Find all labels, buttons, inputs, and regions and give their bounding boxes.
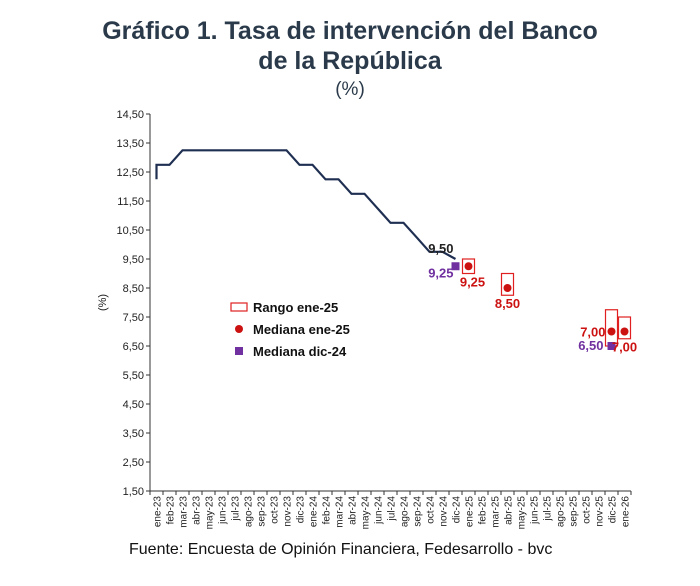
x-tick-label: oct-24 (426, 496, 437, 524)
x-tick-label: oct-25 (582, 496, 593, 524)
y-tick-label: 11,50 (117, 196, 144, 208)
x-tick-label: ene-23 (153, 496, 164, 528)
y-tick-label: 4,50 (123, 399, 144, 411)
y-tick-label: 13,50 (116, 138, 144, 150)
y-tick-label: 2,50 (123, 457, 144, 469)
legend-label: Mediana dic-24 (253, 344, 347, 359)
median-dec-point (607, 342, 616, 350)
axes: 1,50 2,50 3,50 4,50 5,50 6,50 7,50 8,50 9,50 10,5… (97, 109, 632, 529)
legend-label: Rango ene-25 (253, 300, 338, 315)
policy-rate-line (155, 149, 457, 260)
chart-subtitle: (%) (335, 79, 365, 100)
median-dec-point (451, 262, 460, 271)
x-tick-label: jun-23 (218, 496, 229, 525)
legend: Rango ene-25 Mediana ene-25 Mediana dic-24 (230, 300, 350, 359)
policy-rate-chart: 1,50 2,50 3,50 4,50 5,50 6,50 7,50 8,50 9,50 10,5… (97, 109, 637, 529)
y-axis-label: (%) (97, 294, 109, 311)
x-tick-label: sep-23 (257, 496, 268, 527)
data-label: 7,00 (612, 340, 637, 355)
x-tick-label: ene-24 (309, 496, 320, 528)
x-tick-label: dic-24 (452, 496, 463, 524)
x-tick-label: jul-25 (543, 496, 554, 522)
range-box (461, 258, 476, 275)
x-tick-label: jun-24 (374, 496, 385, 525)
x-tick-label: dic-25 (608, 496, 619, 524)
x-tick-label: sep-25 (569, 496, 580, 527)
x-tick-label: abr-25 (504, 496, 515, 525)
legend-label: Mediana ene-25 (253, 322, 350, 337)
x-tick-label: may-25 (517, 496, 528, 530)
x-tick-label: nov-25 (595, 496, 606, 527)
x-tick-label: abr-23 (192, 496, 203, 525)
x-tick-label: ene-25 (465, 496, 476, 528)
x-tick-label: jun-25 (530, 496, 541, 525)
y-tick-label: 14,50 (116, 109, 144, 121)
data-label: 9,25 (460, 274, 485, 289)
median-jan-point (464, 262, 473, 271)
data-label: 7,00 (580, 325, 605, 340)
x-tick-label: mar-23 (179, 496, 190, 528)
x-tick-label: jul-23 (231, 496, 242, 522)
chart-title-line-2: de la República (258, 47, 442, 75)
y-tick-label: 12,50 (116, 167, 144, 179)
y-tick-label: 6,50 (123, 341, 144, 353)
x-tick-label: abr-24 (348, 496, 359, 525)
x-tick-label: nov-23 (283, 496, 294, 527)
chart-marks: 9,509,259,258,507,006,50 7,00 (155, 149, 637, 355)
legend-square-marker (235, 347, 243, 355)
y-tick-label: 5,50 (123, 370, 144, 382)
median-jan-point (620, 327, 629, 336)
x-tick-label: feb-25 (478, 496, 489, 525)
x-tick-label: oct-23 (270, 496, 281, 524)
x-tick-label: may-23 (205, 496, 216, 530)
median-jan-point (503, 284, 512, 292)
legend-range-marker (230, 302, 248, 312)
x-tick-label: jul-24 (387, 496, 398, 522)
x-tick-label: ago-23 (244, 496, 255, 528)
x-tick-label: nov-24 (439, 496, 450, 527)
x-tick-label: ene-26 (621, 496, 632, 528)
x-tick-label: may-24 (361, 496, 372, 530)
x-tick-label: ago-25 (556, 496, 567, 528)
data-label: 6,50 (578, 338, 603, 353)
chart-title-line-1: Gráfico 1. Tasa de intervención del Banc… (102, 17, 598, 45)
data-label: 9,50 (428, 241, 453, 256)
data-label: 9,25 (428, 265, 453, 280)
x-tick-label: feb-23 (166, 496, 177, 525)
legend-circle-marker (235, 325, 243, 333)
x-tick-label: mar-24 (335, 496, 346, 528)
y-tick-label: 9,50 (123, 254, 144, 266)
y-tick-label: 8,50 (123, 283, 144, 295)
data-label: 8,50 (495, 296, 520, 311)
y-tick-label: 7,50 (123, 312, 144, 324)
source-note: Fuente: Encuesta de Opinión Financiera, … (129, 541, 553, 558)
y-tick-label: 3,50 (123, 428, 144, 440)
x-tick-label: feb-24 (322, 496, 333, 525)
range-box (500, 272, 515, 296)
x-tick-label: ago-24 (400, 496, 411, 528)
x-tick-label: mar-25 (491, 496, 502, 528)
y-tick-label: 1,50 (123, 486, 144, 498)
median-jan-point (607, 327, 616, 336)
x-tick-label: sep-24 (413, 496, 424, 527)
range-box (617, 316, 632, 340)
y-tick-label: 10,50 (116, 225, 144, 237)
x-tick-label: dic-23 (296, 496, 307, 524)
chart-title: Gráfico 1. Tasa de intervención del Banc… (0, 16, 700, 76)
